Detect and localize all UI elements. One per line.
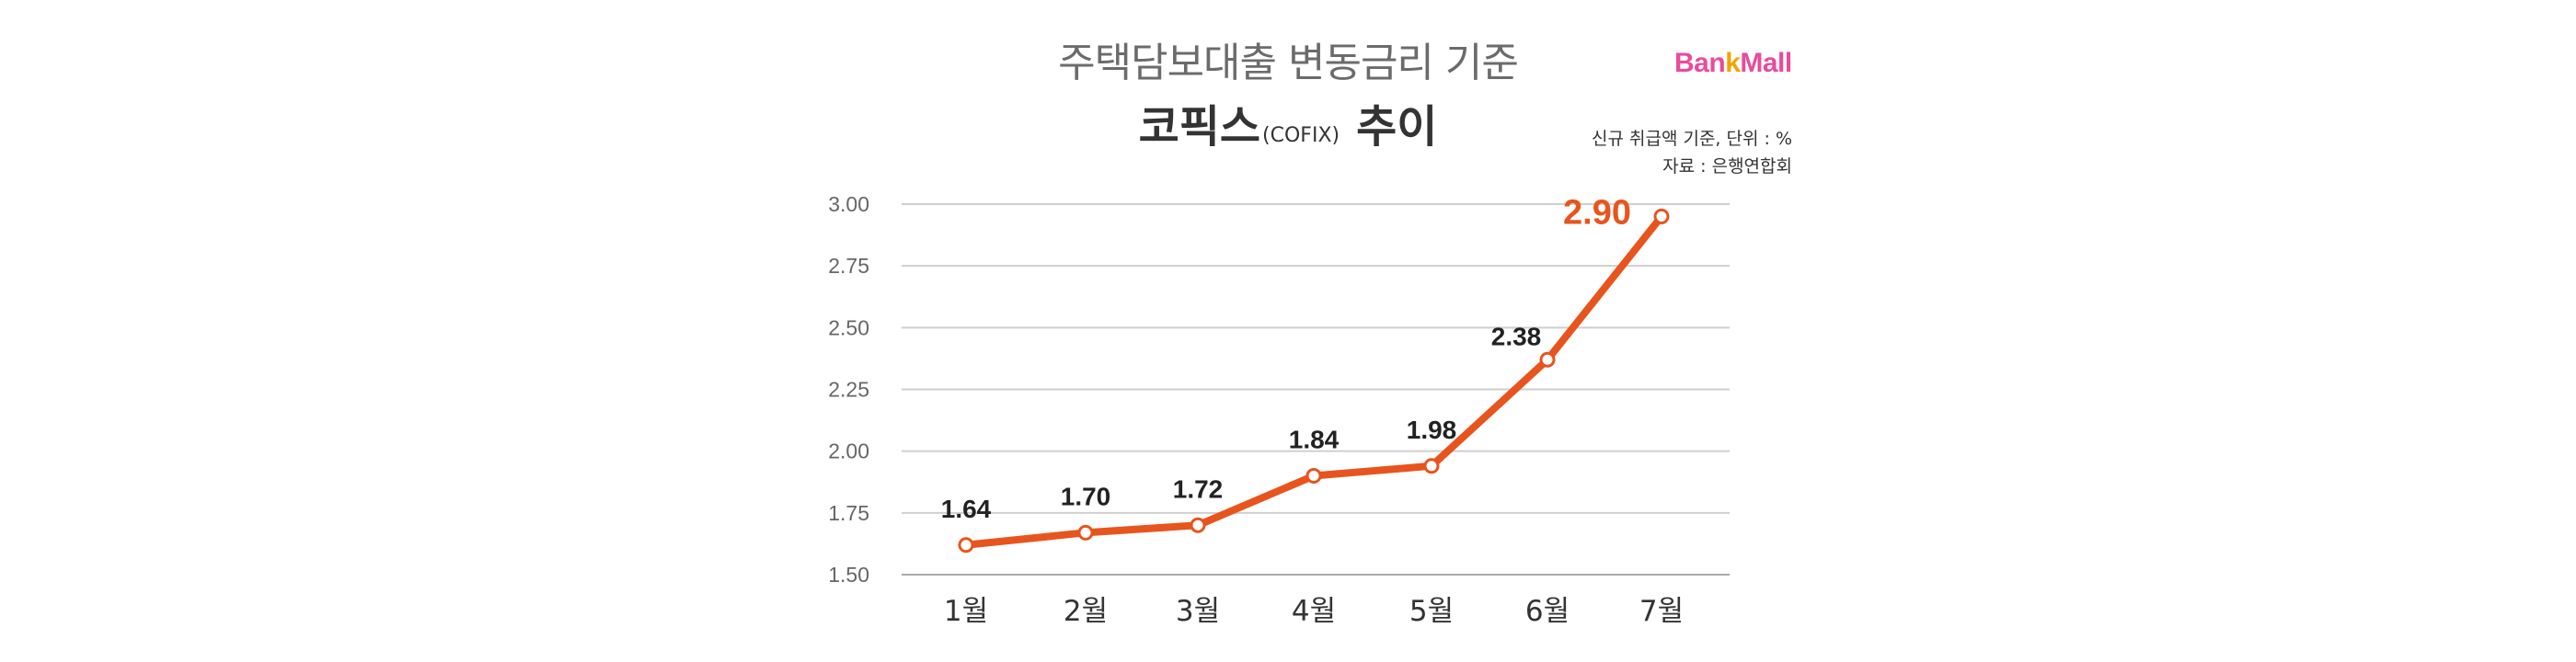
y-axis: 1.50 1.75 2.00 2.25 2.50 2.75 3.00 — [828, 192, 869, 587]
y-tick-label: 2.00 — [828, 439, 869, 463]
data-label: 2.38 — [1491, 322, 1542, 350]
x-tick-label: 7월 — [1639, 595, 1684, 628]
logo-text-2: k — [1725, 48, 1741, 78]
x-tick-label: 5월 — [1409, 595, 1454, 628]
chart-title-tail: 추이 — [1356, 101, 1438, 153]
data-point — [1423, 458, 1440, 474]
chart-title-paren: (COFIX) — [1262, 124, 1340, 147]
y-tick-label: 2.75 — [828, 254, 869, 278]
chart-title-line1: 주택담보대출 변동금리 기준 — [1058, 40, 1519, 86]
x-tick-label: 2월 — [1064, 595, 1108, 628]
y-tick-label: 1.75 — [828, 501, 869, 525]
data-point — [1653, 208, 1670, 224]
x-tick-label: 3월 — [1176, 595, 1220, 628]
unit-note: 신규 취급액 기준, 단위 : % — [1591, 129, 1792, 149]
data-labels: 1.64 1.70 1.72 1.84 1.98 2.38 2.90 — [941, 193, 1631, 522]
x-tick-label: 4월 — [1292, 595, 1336, 628]
source-note: 자료 : 은행연합회 — [1662, 156, 1792, 177]
data-label: 1.98 — [1407, 416, 1457, 444]
data-label: 1.70 — [1061, 482, 1111, 510]
data-point — [1077, 524, 1094, 541]
bankmall-logo: BankMall — [1674, 48, 1792, 79]
data-label: 1.72 — [1173, 474, 1224, 503]
data-point — [958, 537, 974, 554]
y-tick-label: 2.25 — [828, 378, 869, 402]
y-tick-label: 1.50 — [828, 563, 869, 587]
chart-title-main: 코픽스 — [1138, 101, 1261, 153]
y-tick-label: 3.00 — [828, 192, 869, 216]
data-label: 2.90 — [1563, 193, 1631, 232]
x-tick-label: 1월 — [944, 595, 988, 628]
y-tick-label: 2.50 — [828, 315, 869, 339]
x-axis: 1월 2월 3월 4월 5월 6월 7월 — [944, 595, 1684, 628]
logo-text-1: Ban — [1674, 48, 1726, 78]
data-point — [1305, 468, 1322, 485]
data-label: 1.64 — [941, 495, 992, 523]
data-point — [1539, 351, 1556, 368]
x-tick-label: 6월 — [1525, 595, 1570, 628]
data-points — [958, 208, 1670, 554]
grid-lines — [902, 203, 1730, 576]
data-point — [1190, 517, 1206, 533]
chart-title: 코픽스(COFIX) 추이 — [0, 90, 2576, 154]
data-label: 1.84 — [1289, 426, 1340, 454]
logo-text-3: Mall — [1740, 48, 1792, 78]
